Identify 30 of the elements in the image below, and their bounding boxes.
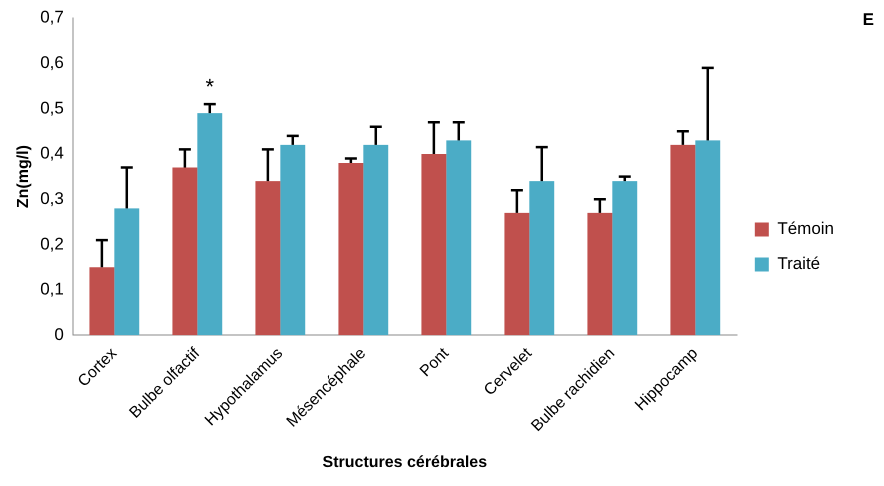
bar <box>695 140 720 336</box>
y-tick-label: 0,7 <box>40 8 64 27</box>
x-axis-title: Structures cérébrales <box>322 454 488 471</box>
bar <box>338 163 364 336</box>
annotation: * <box>205 74 214 99</box>
bar <box>280 144 306 336</box>
y-tick-label: 0,6 <box>40 53 64 72</box>
bar <box>504 212 530 336</box>
bar <box>612 181 638 336</box>
y-tick-label: 0,3 <box>40 188 64 208</box>
y-tick-label: 0 <box>54 324 64 344</box>
y-tick-label: 0,4 <box>40 144 64 163</box>
bar <box>172 168 198 336</box>
bar <box>421 154 446 336</box>
bar <box>255 181 280 336</box>
bar <box>587 212 612 336</box>
bar <box>114 208 140 336</box>
y-tick-label: 0,5 <box>40 98 64 118</box>
bar <box>446 140 472 336</box>
bar <box>363 144 388 336</box>
bar <box>197 113 222 336</box>
legend-label: Traité <box>777 254 820 274</box>
legend-label: Témoin <box>777 219 834 238</box>
y-tick-label: 0,1 <box>40 280 64 299</box>
bar <box>529 181 554 336</box>
bar <box>670 144 696 336</box>
y-tick-label: 0,2 <box>40 234 64 254</box>
bar <box>89 267 114 336</box>
y-axis-title: Zn(mg/l) <box>15 145 32 208</box>
text: E <box>862 10 874 30</box>
